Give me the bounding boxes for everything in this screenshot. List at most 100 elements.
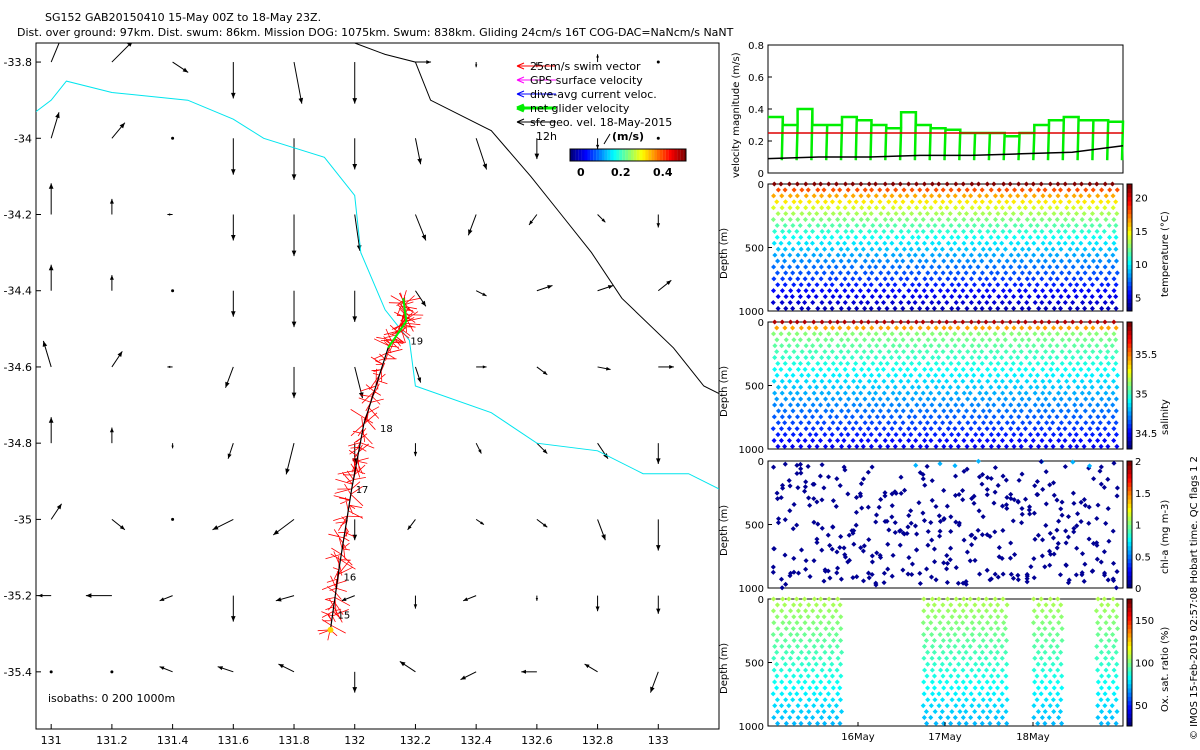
section-3-point bbox=[837, 720, 843, 727]
section-0-point bbox=[1012, 187, 1018, 193]
section-1-point bbox=[849, 355, 855, 361]
section-1-cbar-swatch bbox=[1127, 398, 1132, 403]
section-2-point bbox=[1051, 551, 1057, 557]
section-3-point bbox=[1102, 703, 1108, 709]
section-0-point bbox=[909, 234, 916, 240]
section-0-point bbox=[1039, 228, 1045, 234]
section-1-point bbox=[1062, 426, 1068, 432]
map-latitude-ticks: -33.8-34-34.2-34.4-34.6-34.8-35-35.2-35.… bbox=[4, 56, 41, 679]
section-1-point bbox=[1067, 372, 1073, 378]
map-ytick-label-7: -35.2 bbox=[4, 590, 32, 603]
section-1-point bbox=[976, 319, 982, 325]
section-2-point bbox=[853, 522, 859, 528]
section-0-point bbox=[1106, 222, 1112, 229]
section-1-point bbox=[979, 349, 985, 355]
section-1-point bbox=[933, 360, 939, 367]
section-0-point bbox=[770, 299, 776, 306]
series-net-velocity bbox=[768, 107, 1125, 161]
section-2-point bbox=[976, 474, 983, 480]
section-1-point bbox=[908, 372, 914, 378]
section-3-point bbox=[929, 691, 936, 697]
section-0-point bbox=[1019, 270, 1025, 276]
section-3-point bbox=[811, 703, 817, 709]
section-0-cbar-swatch bbox=[1127, 306, 1132, 312]
surface-vector-8-8 bbox=[521, 669, 537, 674]
section-1-point bbox=[1023, 355, 1029, 361]
section-1-point bbox=[835, 390, 841, 396]
section-0-point bbox=[798, 282, 804, 288]
speed-cbar-swatch-35 bbox=[671, 149, 675, 161]
section-0-point bbox=[1111, 228, 1117, 234]
section-3-cbar-swatch bbox=[1127, 675, 1132, 680]
section-3-point bbox=[1004, 661, 1010, 667]
legend-swim-label: 25cm/s swim vector bbox=[530, 60, 641, 73]
section-xtick-label-2: 18May bbox=[1016, 732, 1049, 743]
section-3-point bbox=[945, 714, 951, 721]
section-1-point bbox=[983, 390, 989, 396]
section-0-point bbox=[1113, 294, 1119, 300]
section-1-point bbox=[1079, 426, 1085, 432]
section-3-point bbox=[1095, 691, 1101, 697]
section-0-point bbox=[853, 270, 859, 276]
section-2-point bbox=[780, 485, 786, 491]
section-1-point bbox=[811, 319, 817, 325]
section-2-point bbox=[873, 512, 880, 518]
section-1-point bbox=[924, 349, 930, 355]
section-2-point bbox=[944, 552, 950, 559]
section-0-point bbox=[1043, 282, 1049, 288]
section-0-point bbox=[910, 294, 916, 300]
section-0-point bbox=[873, 288, 879, 294]
section-0-point bbox=[960, 288, 966, 294]
section-2-cbar-swatch bbox=[1127, 575, 1132, 581]
section-0-point bbox=[1054, 276, 1060, 282]
surface-vector-5-2 bbox=[171, 443, 174, 449]
surface-vector-7-1 bbox=[85, 593, 112, 598]
section-0-point bbox=[810, 276, 816, 282]
section-1-cbar-swatch bbox=[1127, 440, 1132, 446]
section-2-point bbox=[770, 564, 776, 570]
section-0-point bbox=[866, 264, 873, 270]
vector-head bbox=[291, 174, 297, 180]
section-2-cbar-swatch bbox=[1127, 473, 1132, 479]
vector-head bbox=[421, 300, 426, 307]
section-1-point bbox=[1102, 378, 1108, 384]
map-xtick-label-1: 131.2 bbox=[96, 734, 128, 747]
section-0-point bbox=[944, 181, 950, 187]
section-1-point bbox=[1102, 366, 1108, 372]
section-1-point bbox=[897, 343, 903, 349]
section-3-point bbox=[810, 714, 816, 721]
section-1-point bbox=[873, 331, 879, 337]
section-1-point bbox=[898, 319, 904, 325]
section-0-point bbox=[783, 305, 789, 312]
section-1-point bbox=[885, 443, 891, 450]
section-0-point bbox=[1024, 276, 1030, 282]
speed-cbar-swatch-1 bbox=[572, 149, 576, 161]
section-2-point bbox=[900, 567, 906, 573]
section-0-point bbox=[1024, 299, 1030, 306]
section-3-point bbox=[967, 596, 973, 602]
section-3-cbar-swatch bbox=[1127, 709, 1132, 714]
section-2-point bbox=[779, 482, 786, 488]
section-1-cbar-swatch bbox=[1127, 389, 1132, 395]
section-1-point bbox=[917, 372, 923, 378]
section-0-point bbox=[1070, 217, 1076, 223]
section-2-point bbox=[1091, 476, 1097, 482]
section-0-point bbox=[770, 288, 777, 294]
surface-vector-3-7 bbox=[475, 290, 487, 297]
section-1-point bbox=[772, 343, 778, 349]
section-1-point bbox=[1071, 366, 1077, 372]
section-1-cbar-swatch bbox=[1127, 322, 1132, 327]
section-3-point bbox=[1047, 620, 1053, 626]
vector-head bbox=[413, 604, 418, 609]
section-1-point bbox=[1043, 443, 1049, 450]
section-3-point bbox=[795, 679, 802, 685]
section-1-point bbox=[884, 360, 890, 367]
section-0-point bbox=[1086, 205, 1092, 211]
section-3-point bbox=[960, 643, 966, 649]
section-0-point bbox=[1064, 252, 1070, 258]
vector-head bbox=[656, 545, 661, 551]
section-0-point bbox=[1031, 264, 1037, 270]
section-0-point bbox=[1081, 282, 1088, 288]
section-3-point bbox=[929, 643, 935, 649]
surface-vector-8-0 bbox=[49, 670, 53, 674]
